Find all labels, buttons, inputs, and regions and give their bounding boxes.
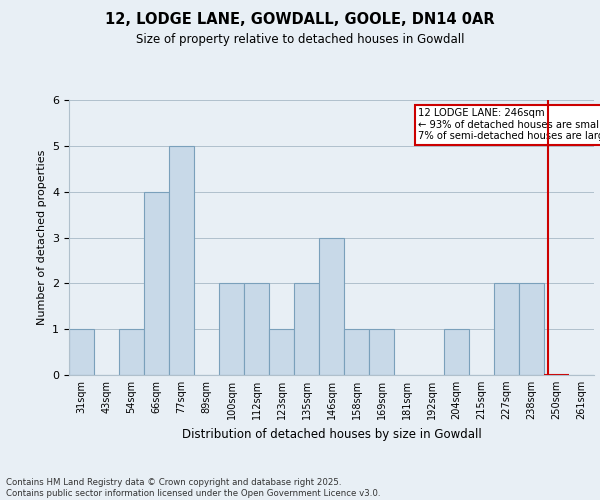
Bar bbox=[244, 284, 269, 375]
Y-axis label: Number of detached properties: Number of detached properties bbox=[37, 150, 47, 325]
Bar bbox=[169, 146, 194, 375]
Bar bbox=[519, 284, 544, 375]
Bar bbox=[444, 329, 469, 375]
Text: Contains HM Land Registry data © Crown copyright and database right 2025.
Contai: Contains HM Land Registry data © Crown c… bbox=[6, 478, 380, 498]
Bar bbox=[369, 329, 394, 375]
Bar bbox=[344, 329, 369, 375]
X-axis label: Distribution of detached houses by size in Gowdall: Distribution of detached houses by size … bbox=[182, 428, 481, 440]
Bar bbox=[269, 329, 294, 375]
Bar bbox=[494, 284, 519, 375]
Text: 12, LODGE LANE, GOWDALL, GOOLE, DN14 0AR: 12, LODGE LANE, GOWDALL, GOOLE, DN14 0AR bbox=[105, 12, 495, 28]
Bar bbox=[119, 329, 144, 375]
Bar bbox=[69, 329, 94, 375]
Bar bbox=[144, 192, 169, 375]
Bar bbox=[294, 284, 319, 375]
Text: 12 LODGE LANE: 246sqm
← 93% of detached houses are smaller (25)
7% of semi-detac: 12 LODGE LANE: 246sqm ← 93% of detached … bbox=[418, 108, 600, 142]
Text: Size of property relative to detached houses in Gowdall: Size of property relative to detached ho… bbox=[136, 32, 464, 46]
Bar bbox=[319, 238, 344, 375]
Bar bbox=[219, 284, 244, 375]
